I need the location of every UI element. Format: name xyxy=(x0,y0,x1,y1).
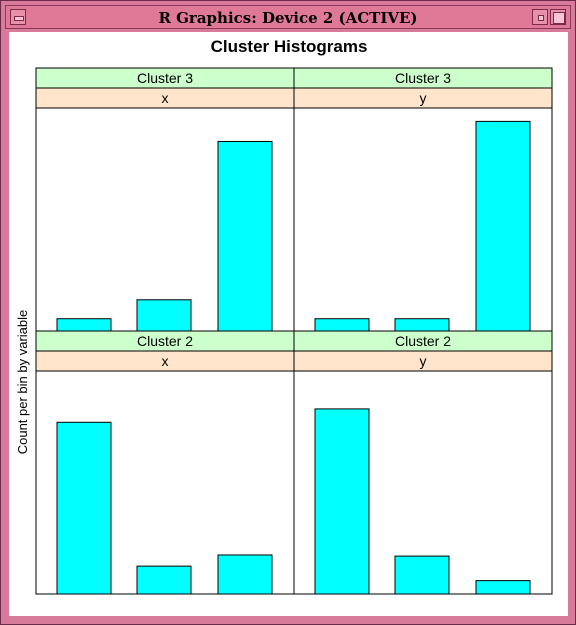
histogram-bar xyxy=(475,580,531,595)
window-menu-icon[interactable] xyxy=(10,9,26,25)
strip-cluster-label: Cluster 2 xyxy=(137,333,193,349)
histogram-bar xyxy=(394,318,450,332)
histogram-bar xyxy=(394,555,450,595)
minimize-icon[interactable] xyxy=(532,9,548,25)
panel: Cluster 3 x xyxy=(35,67,295,332)
histogram-bar xyxy=(56,318,112,332)
lattice-histogram-chart: Cluster Histograms Count per bin by vari… xyxy=(15,37,553,595)
histogram-bar xyxy=(475,120,531,332)
strip-variable-label: y xyxy=(420,353,427,369)
y-axis-label: Count per bin by variable xyxy=(15,310,30,455)
histogram-bar xyxy=(217,554,273,595)
panel: Cluster 2 x xyxy=(35,330,295,595)
histogram-bar xyxy=(136,299,192,332)
strip-variable-label: x xyxy=(162,353,169,369)
window-titlebar[interactable]: R Graphics: Device 2 (ACTIVE) xyxy=(5,5,571,29)
strip-variable-label: y xyxy=(420,90,427,106)
histogram-bar xyxy=(56,421,112,595)
histogram-bar xyxy=(314,318,370,332)
histogram-bar xyxy=(314,408,370,595)
strip-cluster-label: Cluster 2 xyxy=(395,333,451,349)
strip-cluster-label: Cluster 3 xyxy=(395,70,451,86)
panel: Cluster 3 y xyxy=(293,67,553,332)
panels-group: Cluster 3 x Cluster 3 y Cluster 2 x Cluster 2 y xyxy=(35,67,553,595)
plot-canvas: Cluster Histograms Count per bin by vari… xyxy=(9,32,568,616)
strip-cluster-label: Cluster 3 xyxy=(137,70,193,86)
chart-title: Cluster Histograms xyxy=(211,37,368,56)
maximize-icon[interactable] xyxy=(550,9,566,25)
strip-variable-label: x xyxy=(162,90,169,106)
histogram-bar xyxy=(136,565,192,595)
window-title: R Graphics: Device 2 (ACTIVE) xyxy=(158,9,418,27)
histogram-bar xyxy=(217,140,273,332)
panel: Cluster 2 y xyxy=(293,330,553,595)
